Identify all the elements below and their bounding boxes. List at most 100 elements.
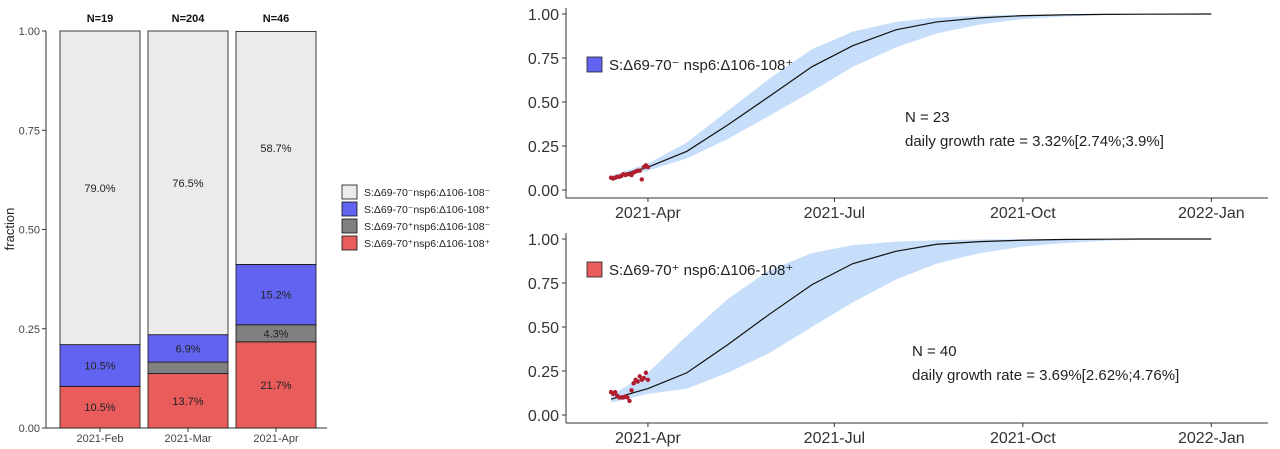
legend-label: S:Δ69-70⁻nsp6:Δ106-108⁺ bbox=[364, 204, 491, 216]
legend: S:Δ69-70⁻nsp6:Δ106-108⁻ S:Δ69-70⁻nsp6:Δ10… bbox=[341, 184, 491, 251]
data-label: 79.0% bbox=[84, 183, 115, 195]
data-label: 4.3% bbox=[263, 328, 288, 340]
observed-point bbox=[641, 375, 647, 381]
legend: S:Δ69-70⁻ nsp6:Δ106-108⁺ bbox=[586, 56, 793, 74]
y-tick-label: 1.00 bbox=[19, 26, 40, 38]
legend-swatch bbox=[586, 261, 603, 278]
axes: 0.00 0.25 0.50 0.75 1.00 2021-Apr 2021-Jul 2021… bbox=[528, 232, 1268, 447]
axes: 0.00 0.25 0.50 0.75 1.00 2021-Apr 2021-Jul 2021… bbox=[528, 7, 1268, 222]
observed-point bbox=[625, 395, 630, 400]
y-axis-label: fraction bbox=[2, 208, 17, 251]
observed-point bbox=[639, 177, 644, 182]
observed-point bbox=[627, 398, 632, 404]
data-label: 58.7% bbox=[260, 143, 291, 155]
x-tick-label: 2021-Apr bbox=[615, 205, 681, 222]
bar-segment bbox=[147, 334, 229, 363]
total-label: N=46 bbox=[263, 13, 290, 25]
data-label: 21.7% bbox=[260, 380, 291, 392]
confidence-band-area bbox=[611, 14, 1212, 180]
bar-segment bbox=[147, 30, 229, 336]
y-tick-label: 0.25 bbox=[19, 324, 40, 336]
y-tick-label: 0.00 bbox=[528, 408, 559, 425]
x-tick-labels: 2021-Feb 2021-Mar 2021-Apr bbox=[76, 428, 299, 445]
confidence-band bbox=[611, 239, 1212, 403]
observed-point bbox=[645, 164, 651, 170]
legend-label: S:Δ69-70⁻nsp6:Δ106-108⁻ bbox=[364, 187, 491, 199]
x-tick-label: 2022-Jan bbox=[1178, 430, 1245, 447]
observed-point bbox=[612, 389, 618, 395]
bar-segment bbox=[235, 341, 317, 429]
x-tick-label: 2022-Jan bbox=[1178, 205, 1245, 222]
annotation-growth-rate: daily growth rate = 3.69%[2.62%;4.76%] bbox=[912, 367, 1179, 384]
x-tick-label: 2021-Mar bbox=[164, 433, 211, 445]
total-labels: N=19 N=204 N=46 bbox=[87, 13, 290, 25]
fit-curve bbox=[610, 13, 1212, 179]
y-tick-label: 0.75 bbox=[528, 51, 559, 68]
observed-point bbox=[637, 374, 642, 379]
y-tick-label: 0.00 bbox=[528, 183, 559, 200]
observed-point bbox=[635, 379, 640, 384]
fit-line bbox=[610, 13, 1212, 179]
y-tick-label: 0.75 bbox=[528, 276, 559, 293]
bar-segment bbox=[147, 373, 229, 429]
observed-point bbox=[643, 370, 649, 375]
data-label: 15.2% bbox=[260, 290, 291, 302]
data-label: 13.7% bbox=[172, 396, 203, 408]
legend-swatch bbox=[341, 218, 358, 234]
y-tick-label: 0.00 bbox=[19, 423, 40, 435]
observed-point bbox=[629, 388, 634, 393]
bar-segment bbox=[59, 344, 141, 387]
y-tick-label: 0.75 bbox=[19, 125, 40, 137]
legend-swatch bbox=[341, 235, 358, 251]
observed-points bbox=[608, 370, 651, 404]
confidence-band bbox=[611, 14, 1212, 180]
observed-point bbox=[631, 381, 636, 386]
data-label: 10.5% bbox=[84, 360, 115, 372]
legend-label: S:Δ69-70⁻ nsp6:Δ106-108⁺ bbox=[609, 57, 793, 74]
y-tick-label: 0.50 bbox=[528, 320, 559, 337]
data-label: 10.5% bbox=[84, 402, 115, 414]
total-label: N=19 bbox=[87, 13, 114, 25]
legend-label: S:Δ69-70⁺ nsp6:Δ106-108⁺ bbox=[609, 262, 793, 279]
x-tick-label: 2021-Jul bbox=[804, 430, 865, 447]
stacked-bar-chart: fraction 0.000.250.500.751.00 10.5%10.5%… bbox=[2, 13, 491, 445]
x-tick-label: 2021-Apr bbox=[615, 430, 681, 447]
y-tick-labels: 0.00 0.25 0.50 0.75 1.00 bbox=[19, 26, 46, 435]
y-tick-label: 1.00 bbox=[528, 232, 559, 249]
x-tick-label: 2021-Apr bbox=[253, 433, 299, 445]
bar-segment bbox=[235, 264, 317, 326]
total-label: N=204 bbox=[172, 13, 206, 25]
annotation-growth-rate: daily growth rate = 3.32%[2.74%;3.9%] bbox=[905, 133, 1164, 150]
y-tick-label: 0.25 bbox=[528, 139, 559, 156]
bar-segment bbox=[235, 30, 317, 265]
x-tick-label: 2021-Feb bbox=[76, 433, 123, 445]
bar-segment bbox=[147, 361, 229, 375]
x-tick-label: 2021-Jul bbox=[804, 205, 865, 222]
legend-swatch bbox=[341, 201, 358, 217]
observed-point bbox=[645, 377, 651, 382]
annotation-n: N = 23 bbox=[905, 109, 950, 126]
y-tick-label: 0.25 bbox=[528, 364, 559, 381]
data-label: 76.5% bbox=[172, 178, 203, 190]
x-tick-label: 2021-Oct bbox=[990, 430, 1056, 447]
legend-label: S:Δ69-70⁺nsp6:Δ106-108⁻ bbox=[364, 221, 491, 233]
legend: S:Δ69-70⁺ nsp6:Δ106-108⁺ bbox=[586, 261, 793, 279]
fit-line bbox=[610, 238, 1212, 400]
y-tick-label: 0.50 bbox=[19, 225, 40, 237]
legend-label: S:Δ69-70⁺nsp6:Δ106-108⁺ bbox=[364, 238, 491, 250]
growth-chart-top: 0.00 0.25 0.50 0.75 1.00 2021-Apr 2021-Jul 2021… bbox=[528, 7, 1268, 222]
bars: 10.5% 10.5% 79.0% 13.7% 6.9% 76.5% 21.7% 4.3% 15… bbox=[59, 30, 317, 429]
y-tick-label: 0.50 bbox=[528, 95, 559, 112]
data-label: 6.9% bbox=[175, 343, 200, 355]
annotation-n: N = 40 bbox=[912, 343, 957, 360]
confidence-band-area bbox=[611, 239, 1212, 403]
observed-points bbox=[608, 163, 651, 182]
observed-point bbox=[637, 168, 642, 173]
fit-curve bbox=[610, 238, 1212, 400]
growth-chart-bottom: 0.00 0.25 0.50 0.75 1.00 2021-Apr 2021-Jul 2021… bbox=[528, 232, 1268, 447]
legend-swatch bbox=[341, 184, 358, 200]
x-tick-label: 2021-Oct bbox=[990, 205, 1056, 222]
y-tick-label: 1.00 bbox=[528, 7, 559, 24]
legend-swatch bbox=[586, 56, 603, 73]
